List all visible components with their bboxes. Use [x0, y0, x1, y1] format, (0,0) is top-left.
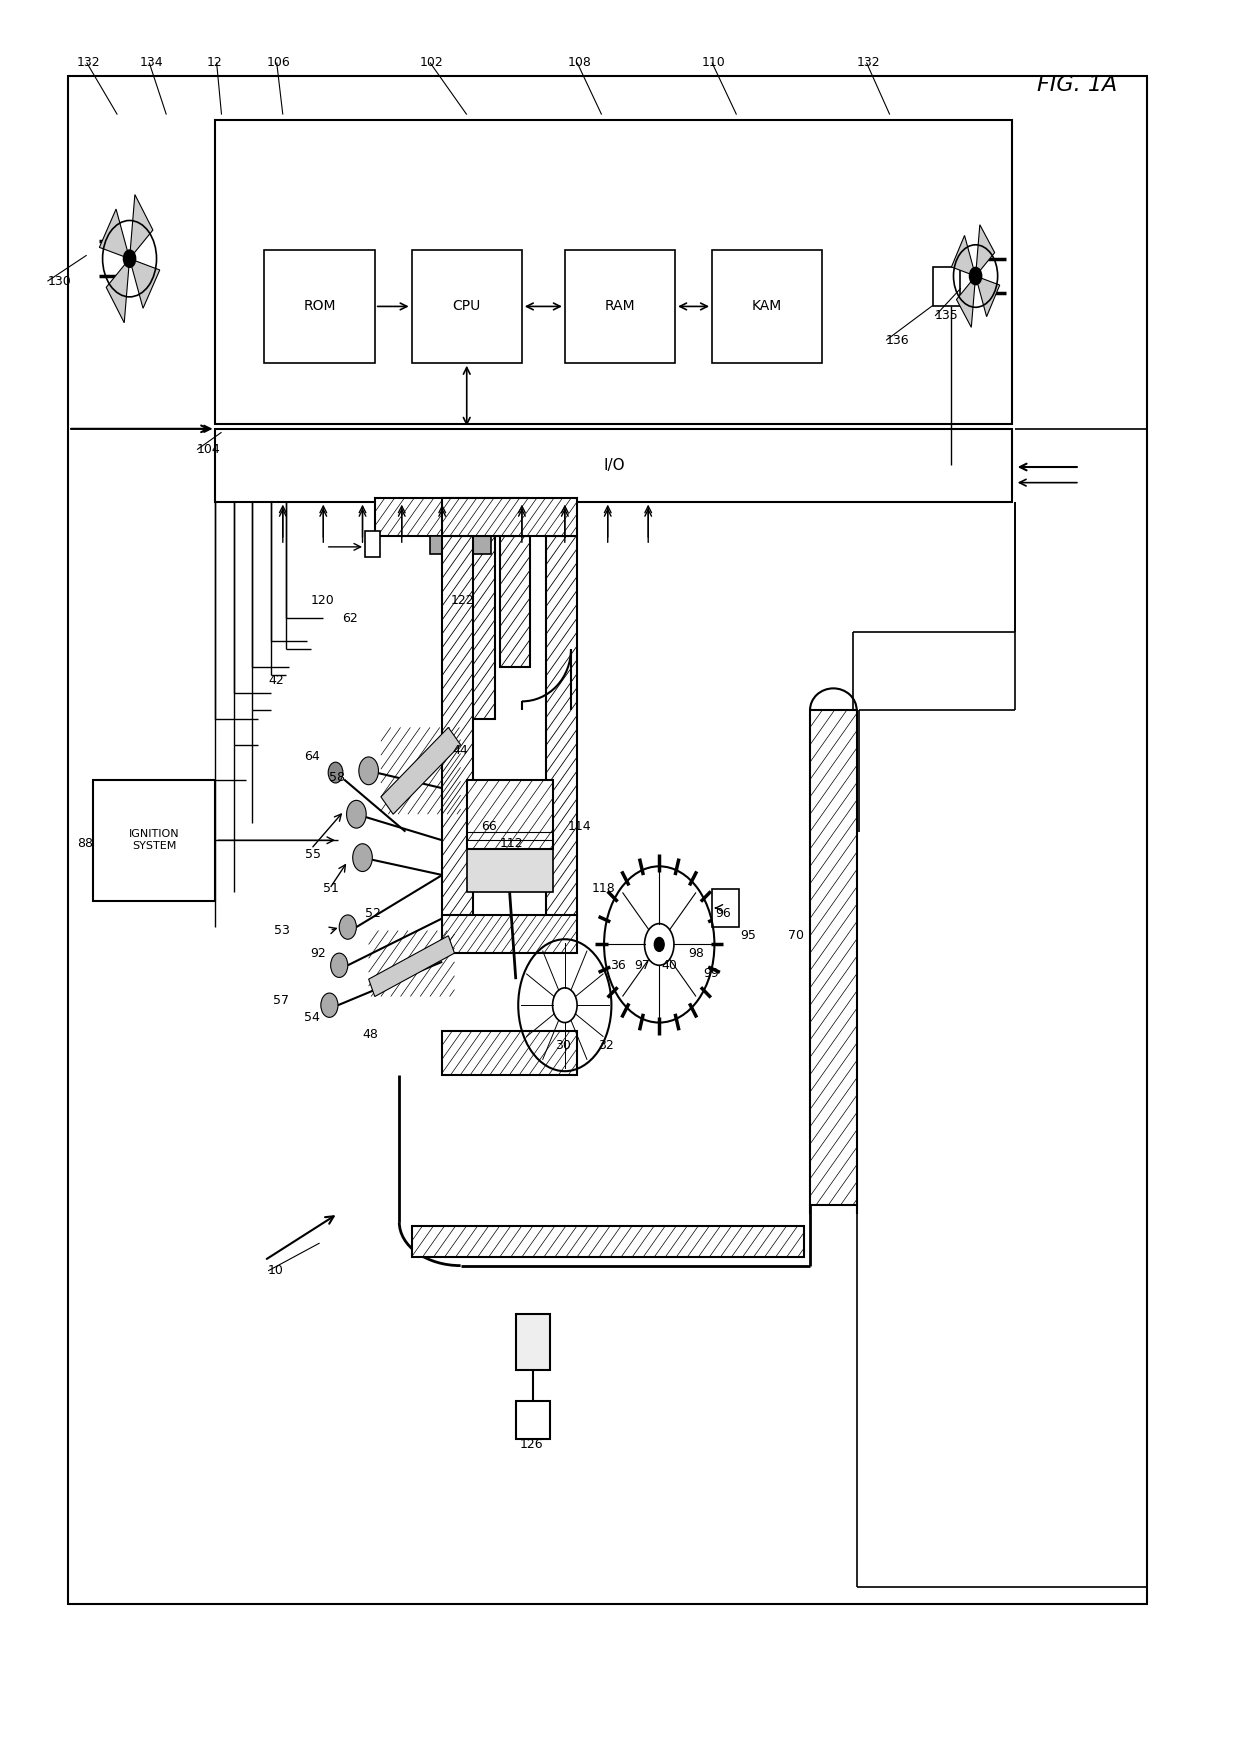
Circle shape — [970, 268, 982, 285]
Polygon shape — [129, 259, 160, 308]
Polygon shape — [381, 728, 460, 814]
Bar — [264, 250, 374, 362]
Text: FIG. 1A: FIG. 1A — [1037, 75, 1117, 94]
Text: 40: 40 — [662, 959, 677, 971]
Text: 42: 42 — [268, 674, 284, 688]
Bar — [443, 915, 577, 954]
Polygon shape — [951, 236, 976, 276]
Text: 30: 30 — [556, 1040, 570, 1052]
Circle shape — [346, 800, 366, 828]
Text: 10: 10 — [268, 1264, 284, 1278]
Text: 118: 118 — [591, 882, 615, 896]
Bar — [516, 1402, 551, 1438]
Text: 57: 57 — [273, 994, 289, 1006]
Text: CPU: CPU — [453, 299, 481, 313]
Text: 130: 130 — [47, 275, 71, 287]
Text: 92: 92 — [310, 947, 326, 959]
Text: 55: 55 — [305, 847, 321, 861]
Circle shape — [352, 844, 372, 872]
Bar — [565, 250, 675, 362]
Bar — [516, 1314, 551, 1370]
Bar — [547, 537, 577, 919]
Text: 136: 136 — [887, 334, 910, 346]
Polygon shape — [956, 276, 976, 327]
Text: RAM: RAM — [605, 299, 635, 313]
Polygon shape — [976, 224, 994, 276]
Text: 48: 48 — [362, 1029, 378, 1041]
Text: ROM: ROM — [304, 299, 336, 313]
Bar — [810, 710, 857, 1204]
Text: 95: 95 — [740, 929, 756, 942]
Text: 99: 99 — [703, 968, 719, 980]
Text: 114: 114 — [567, 821, 591, 833]
Circle shape — [655, 938, 665, 952]
Bar — [365, 532, 379, 556]
Text: 32: 32 — [598, 1040, 614, 1052]
Text: 51: 51 — [324, 882, 340, 896]
Text: 104: 104 — [197, 443, 221, 457]
Bar — [443, 499, 577, 537]
Bar — [68, 77, 1147, 1605]
Text: 54: 54 — [304, 1011, 320, 1024]
Text: 44: 44 — [453, 744, 467, 756]
Circle shape — [124, 250, 135, 268]
Text: 96: 96 — [715, 906, 732, 920]
Text: 70: 70 — [787, 929, 804, 942]
Text: 106: 106 — [267, 56, 290, 68]
Text: 132: 132 — [77, 56, 100, 68]
Text: 12: 12 — [207, 56, 222, 68]
Circle shape — [321, 992, 339, 1017]
Text: 58: 58 — [330, 772, 346, 784]
Bar — [412, 250, 522, 362]
Text: 98: 98 — [688, 947, 704, 959]
Text: 108: 108 — [567, 56, 591, 68]
Text: 64: 64 — [304, 751, 320, 763]
Polygon shape — [107, 259, 129, 322]
Text: KAM: KAM — [751, 299, 782, 313]
Text: 36: 36 — [610, 959, 626, 971]
Text: I/O: I/O — [603, 458, 625, 472]
Bar — [712, 250, 822, 362]
Text: 52: 52 — [365, 906, 381, 920]
Bar — [93, 779, 216, 901]
Bar — [412, 1225, 804, 1256]
Circle shape — [329, 763, 343, 782]
Text: 110: 110 — [702, 56, 725, 68]
Text: 97: 97 — [635, 959, 651, 971]
Text: 66: 66 — [481, 821, 497, 833]
Polygon shape — [368, 936, 455, 996]
Bar — [466, 779, 553, 849]
Bar — [712, 889, 739, 928]
Text: 122: 122 — [451, 595, 475, 607]
Circle shape — [331, 954, 347, 978]
Bar — [216, 119, 1012, 424]
Bar — [374, 499, 528, 537]
Bar — [500, 502, 531, 667]
Bar — [460, 502, 495, 719]
Circle shape — [340, 915, 356, 940]
Text: 102: 102 — [420, 56, 444, 68]
Text: 126: 126 — [520, 1438, 543, 1451]
Polygon shape — [129, 194, 153, 259]
Polygon shape — [976, 276, 999, 317]
Bar — [443, 537, 472, 919]
Text: 134: 134 — [139, 56, 162, 68]
Bar — [443, 1031, 577, 1074]
Text: IGNITION
SYSTEM: IGNITION SYSTEM — [129, 830, 180, 852]
Bar — [430, 537, 491, 553]
Circle shape — [358, 758, 378, 784]
Bar — [216, 429, 1012, 502]
Text: 62: 62 — [342, 611, 357, 625]
Text: 132: 132 — [857, 56, 880, 68]
Bar — [932, 268, 960, 306]
Text: 120: 120 — [311, 595, 335, 607]
Text: 135: 135 — [935, 310, 959, 322]
Text: 53: 53 — [274, 924, 290, 936]
Bar — [466, 849, 553, 892]
Text: 112: 112 — [500, 836, 523, 850]
Polygon shape — [99, 208, 129, 259]
Text: 88: 88 — [77, 836, 93, 850]
